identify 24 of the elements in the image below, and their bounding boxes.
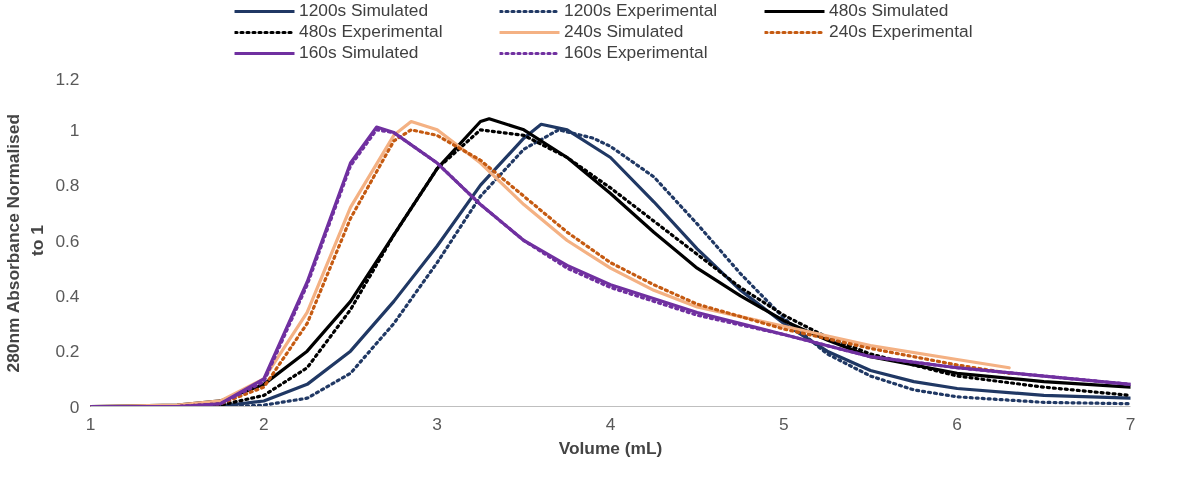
legend-label: 160s Simulated bbox=[299, 42, 420, 63]
y-tick-label: 0.6 bbox=[55, 230, 80, 251]
x-axis-title: Volume (mL) bbox=[558, 437, 663, 458]
y-tick-label: 1.2 bbox=[55, 68, 80, 89]
legend-label: 240s Experimental bbox=[829, 21, 974, 42]
legend-label: 1200s Simulated bbox=[299, 0, 430, 21]
x-tick-label: 4 bbox=[605, 413, 616, 434]
x-tick-label: 3 bbox=[432, 413, 442, 434]
y-tick-label: 1 bbox=[69, 119, 80, 140]
legend-label: 480s Simulated bbox=[829, 0, 950, 21]
x-tick-label: 5 bbox=[779, 413, 789, 434]
legend-label: 480s Experimental bbox=[299, 21, 444, 42]
y-tick-label: 0.2 bbox=[55, 341, 80, 362]
x-tick-label: 6 bbox=[952, 413, 962, 434]
y-axis-title: 280nm Absorbance Normalised to 1 bbox=[3, 114, 48, 373]
y-tick-label: 0.8 bbox=[55, 175, 80, 196]
x-tick-label: 7 bbox=[1125, 413, 1136, 434]
y-tick-label: 0.4 bbox=[55, 285, 80, 306]
legend-label: 240s Simulated bbox=[564, 21, 685, 42]
legend-label: 1200s Experimental bbox=[564, 0, 719, 21]
x-tick-label: 1 bbox=[85, 413, 96, 434]
y-tick-label: 0 bbox=[69, 396, 80, 417]
x-tick-label: 2 bbox=[259, 413, 269, 434]
legend-label: 160s Experimental bbox=[564, 42, 709, 63]
